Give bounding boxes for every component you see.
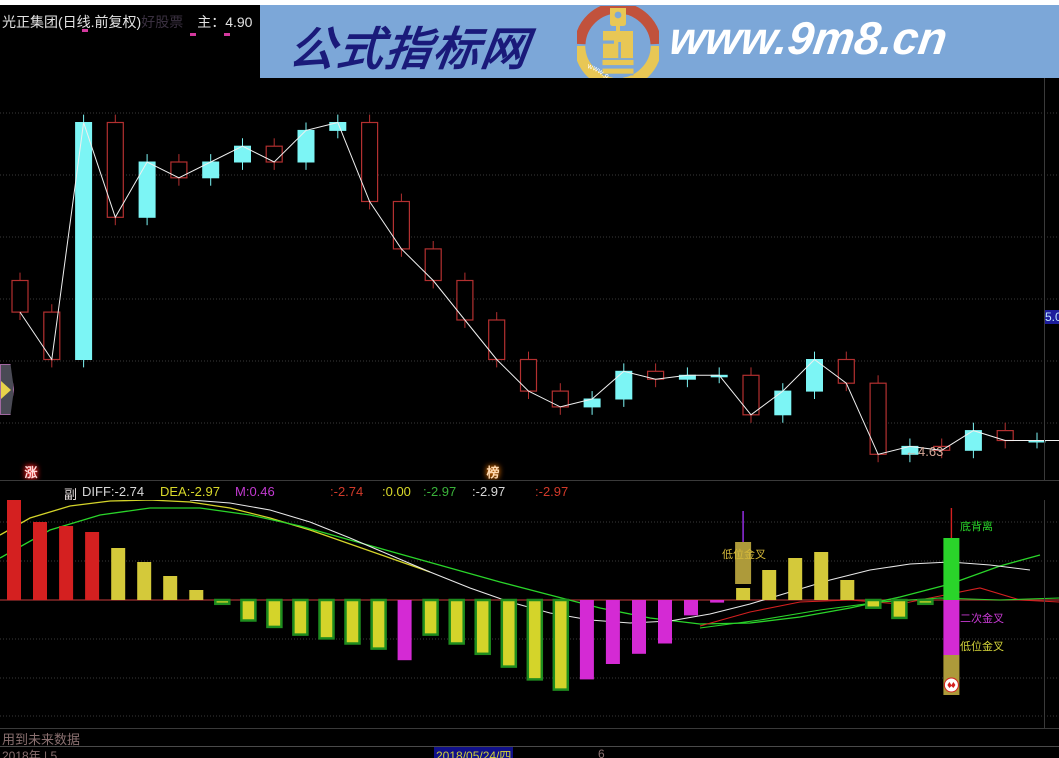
svg-text:二次金叉: 二次金叉	[960, 611, 1004, 625]
svg-text:底背离: 底背离	[960, 519, 993, 533]
svg-text:低位金叉: 低位金叉	[722, 547, 766, 561]
svg-text:低位金叉: 低位金叉	[960, 639, 1004, 653]
svg-text:←4.63: ←4.63	[905, 444, 943, 459]
